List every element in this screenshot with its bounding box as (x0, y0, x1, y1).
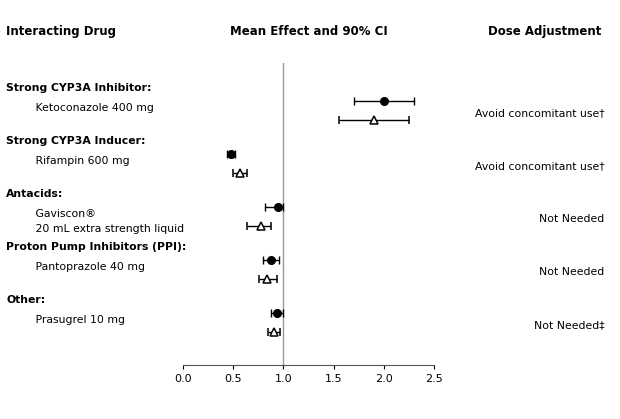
Text: Not Needed‡: Not Needed‡ (534, 320, 604, 330)
Text: Not Needed: Not Needed (539, 267, 604, 277)
Text: Rifampin 600 mg: Rifampin 600 mg (25, 156, 130, 166)
Text: Mean Effect and 90% CI: Mean Effect and 90% CI (229, 25, 388, 38)
Text: Gaviscon®: Gaviscon® (25, 209, 96, 219)
Text: Not Needed: Not Needed (539, 214, 604, 224)
Text: 20 mL extra strength liquid: 20 mL extra strength liquid (25, 223, 184, 233)
Text: Antacids:: Antacids: (6, 189, 64, 199)
Text: Proton Pump Inhibitors (PPI):: Proton Pump Inhibitors (PPI): (6, 242, 187, 252)
Text: Other:: Other: (6, 295, 45, 305)
Text: Strong CYP3A Inducer:: Strong CYP3A Inducer: (6, 136, 146, 146)
Text: Prasugrel 10 mg: Prasugrel 10 mg (25, 315, 125, 325)
Text: Avoid concomitant use†: Avoid concomitant use† (475, 108, 604, 118)
Text: Avoid concomitant use†: Avoid concomitant use† (475, 161, 604, 171)
Text: Strong CYP3A Inhibitor:: Strong CYP3A Inhibitor: (6, 83, 152, 93)
Text: Dose Adjustment: Dose Adjustment (488, 25, 601, 38)
Text: Pantoprazole 40 mg: Pantoprazole 40 mg (25, 261, 145, 272)
Text: Interacting Drug: Interacting Drug (6, 25, 116, 38)
Text: Ketoconazole 400 mg: Ketoconazole 400 mg (25, 103, 154, 113)
